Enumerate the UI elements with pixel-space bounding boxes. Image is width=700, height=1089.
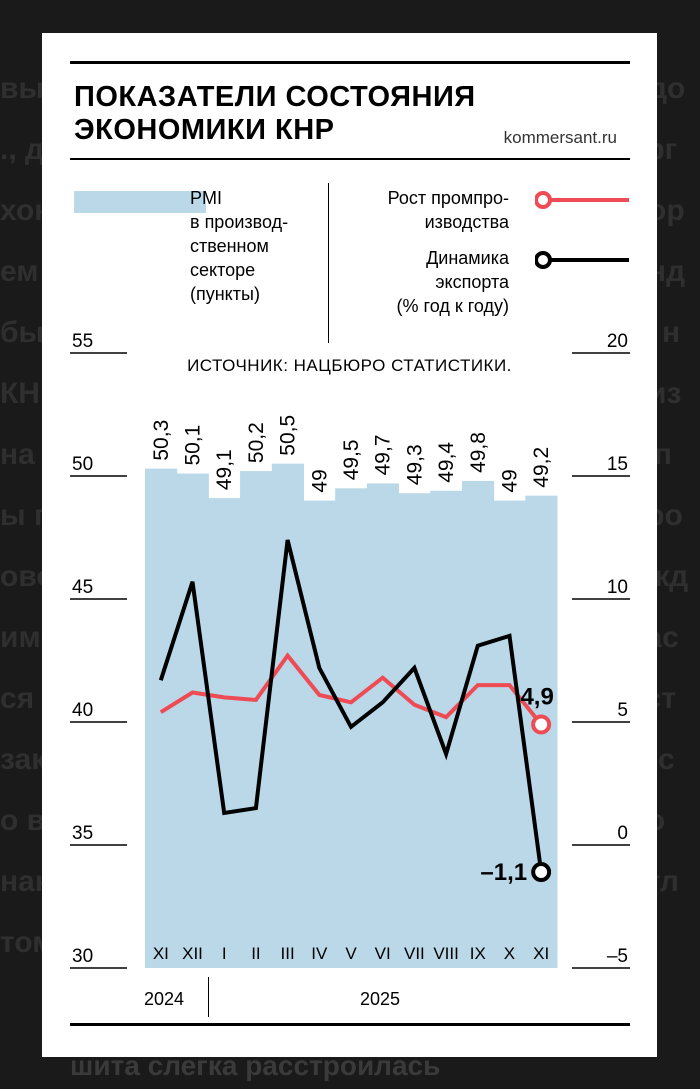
x-tick-label: V xyxy=(345,944,357,963)
background-fragment: нак xyxy=(0,865,50,898)
legend-exports-label: Динамика экспорта (% год к году) xyxy=(396,248,509,316)
pmi-value-label: 49 xyxy=(308,469,331,492)
year-label-2024: 2024 xyxy=(144,989,185,1009)
pmi-bar xyxy=(176,473,209,968)
site-credit: kommersant.ru xyxy=(503,128,617,147)
pmi-value-label: 49 xyxy=(498,469,521,492)
pmi-bar xyxy=(493,500,526,968)
pmi-value-label: 49,7 xyxy=(372,435,395,476)
left-axis-tick-label: 55 xyxy=(72,331,93,352)
right-axis-tick-label: 20 xyxy=(607,331,628,352)
left-axis-tick-label: 40 xyxy=(72,700,93,721)
right-axis-tick-label: 5 xyxy=(617,700,628,721)
page-title: ПОКАЗАТЕЛИ СОСТОЯНИЯ ЭКОНОМИКИ КНР xyxy=(74,81,476,147)
year-divider xyxy=(208,977,209,1017)
x-tick-label: XI xyxy=(153,944,169,963)
pmi-bar xyxy=(461,480,495,968)
legend-production-label: Рост промпро- изводства xyxy=(387,188,509,232)
x-tick-label: IX xyxy=(470,944,486,963)
title-line-1: ПОКАЗАТЕЛИ СОСТОЯНИЯ xyxy=(74,81,476,113)
pmi-bar xyxy=(271,463,304,968)
background-fragment: зак xyxy=(0,743,47,776)
production-last-value-label: 4,9 xyxy=(520,683,553,710)
left-axis-tick-label: 50 xyxy=(72,454,93,475)
legend-pmi-swatch xyxy=(74,191,206,213)
legend-divider xyxy=(328,183,329,343)
right-axis-tick-label: 15 xyxy=(607,454,628,475)
pmi-value-label: 49,4 xyxy=(435,442,458,483)
chart-source: ИСТОЧНИК: НАЦБЮРО СТАТИСТИКИ. xyxy=(187,356,512,375)
background-fragment: КН xyxy=(0,377,40,410)
x-tick-label: XII xyxy=(182,944,203,963)
exports-last-value-label: –1,1 xyxy=(480,859,527,886)
left-axis-tick-label: 45 xyxy=(72,577,93,598)
pmi-value-label: 50,5 xyxy=(277,415,300,456)
production-end-marker xyxy=(531,714,552,735)
right-axis-tick-label: –5 xyxy=(607,946,628,967)
year-label-2025: 2025 xyxy=(360,989,401,1009)
infographic-card: ПОКАЗАТЕЛИ СОСТОЯНИЯ ЭКОНОМИКИ КНР komme… xyxy=(42,33,657,1057)
left-axis-tick-label: 35 xyxy=(72,823,93,844)
x-tick-label: X xyxy=(504,944,515,963)
pmi-value-label: 50,3 xyxy=(150,420,173,461)
pmi-bar xyxy=(303,500,336,968)
pmi-value-label: 49,8 xyxy=(467,432,490,473)
background-fragment: вы xyxy=(0,72,45,105)
background-fragment: бы xyxy=(0,316,45,349)
pmi-value-label: 50,2 xyxy=(245,422,268,463)
x-tick-label: II xyxy=(251,944,260,963)
bottom-rule xyxy=(70,1023,630,1026)
header-rule xyxy=(70,158,630,160)
background-fragment: ем xyxy=(0,255,39,288)
x-tick-label: IV xyxy=(311,944,328,963)
legend-exports-line xyxy=(535,251,629,269)
x-tick-label: VIII xyxy=(433,944,459,963)
background-fragment: ., д xyxy=(0,133,45,166)
exports-end-marker xyxy=(531,862,552,883)
right-axis-tick-label: 10 xyxy=(607,577,628,598)
x-tick-label: I xyxy=(222,944,227,963)
x-tick-label: VI xyxy=(375,944,391,963)
left-axis-tick-label: 30 xyxy=(72,946,93,967)
legend-pmi-label: PMI в производ- ственном секторе (пункты… xyxy=(190,188,289,304)
title-line-2: ЭКОНОМИКИ КНР xyxy=(74,114,335,146)
pmi-bar xyxy=(366,483,400,968)
pmi-bar xyxy=(398,493,431,968)
pmi-bar xyxy=(145,468,178,968)
pmi-value-label: 49,1 xyxy=(213,449,236,490)
pmi-value-label: 49,2 xyxy=(530,447,553,488)
x-tick-label: XI xyxy=(533,944,549,963)
x-tick-label: VII xyxy=(404,944,425,963)
legend-production-line xyxy=(535,191,629,209)
right-axis-tick-label: 0 xyxy=(617,823,628,844)
pmi-value-label: 49,3 xyxy=(403,444,426,485)
pmi-value-label: 49,5 xyxy=(340,439,363,480)
pmi-value-label: 50,1 xyxy=(182,425,205,466)
background-fragment: о в xyxy=(0,804,46,837)
x-tick-label: III xyxy=(281,944,295,963)
top-rule xyxy=(70,61,630,64)
